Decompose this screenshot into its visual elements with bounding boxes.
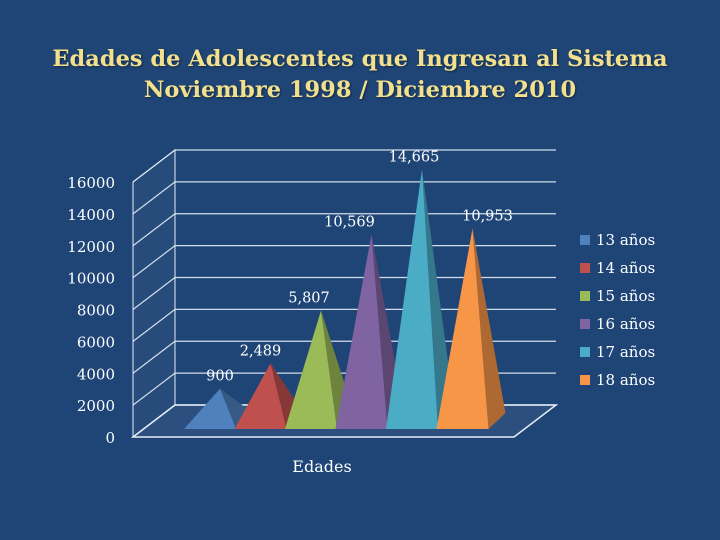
legend-item[interactable]: 15 años <box>596 287 655 305</box>
gridline <box>132 308 556 342</box>
legend-item[interactable]: 18 años <box>596 371 655 389</box>
legend-swatch <box>580 319 590 329</box>
y-tick-label: 12000 <box>67 238 115 256</box>
legend-swatch <box>580 347 590 357</box>
legend-item[interactable]: 17 años <box>596 343 655 361</box>
pyramid-side-face <box>422 169 455 430</box>
gridline <box>132 213 556 247</box>
y-tick-label: 6000 <box>77 333 115 351</box>
pyramid-18[interactable] <box>436 228 489 429</box>
data-labels: 900 2,489 5,807 10,569 14,665 10,953 <box>206 149 513 384</box>
legend-item[interactable]: 13 años <box>596 231 655 249</box>
pyramids <box>184 169 506 430</box>
data-label: 14,665 <box>389 149 440 165</box>
y-axis-ticks: 0 2000 4000 6000 8000 10000 12000 14000 16000 <box>67 174 115 447</box>
y-tick-label: 16000 <box>67 174 115 192</box>
title-line-2: Noviembre 1998 / Diciembre 2010 <box>143 77 577 103</box>
x-axis-label: Edades <box>292 457 351 476</box>
legend-item[interactable]: 16 años <box>596 315 655 333</box>
data-label: 900 <box>206 369 234 385</box>
pyramid-16[interactable] <box>335 234 388 429</box>
data-label: 2,489 <box>240 343 282 359</box>
legend[interactable]: 13 años 14 años 15 años 16 años 17 años 18 añ… <box>580 231 655 389</box>
pyramid-13[interactable] <box>184 388 236 429</box>
legend-swatch <box>580 375 590 385</box>
y-tick-label: 0 <box>105 429 115 447</box>
data-label: 10,953 <box>462 208 513 224</box>
y-tick-label: 10000 <box>67 270 115 288</box>
title-line-1: Edades de Adolescentes que Ingresan al S… <box>52 46 668 72</box>
pyramid-side-face <box>472 228 506 429</box>
legend-swatch <box>580 291 590 301</box>
data-label: 10,569 <box>324 215 375 231</box>
gridline <box>132 181 556 215</box>
legend-item[interactable]: 14 años <box>596 259 655 277</box>
gridline <box>132 276 556 310</box>
legend-swatch <box>580 235 590 245</box>
gridline <box>132 149 556 183</box>
pyramid-17[interactable] <box>386 169 438 430</box>
data-label: 5,807 <box>288 290 330 306</box>
chart-title: Edades de Adolescentes que Ingresan al S… <box>0 44 720 106</box>
y-tick-label: 14000 <box>67 206 115 224</box>
gridline <box>132 245 556 279</box>
pyramid-14[interactable] <box>234 363 287 429</box>
y-tick-label: 2000 <box>77 397 115 415</box>
legend-swatch <box>580 263 590 273</box>
y-tick-label: 4000 <box>77 365 115 383</box>
y-tick-label: 8000 <box>77 302 115 320</box>
pyramid-15[interactable] <box>285 310 337 429</box>
